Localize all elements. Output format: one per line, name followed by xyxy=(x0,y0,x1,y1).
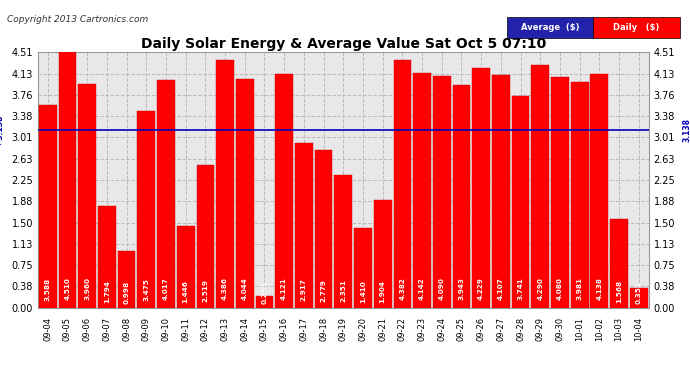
Bar xyxy=(610,219,628,308)
Text: 4.229: 4.229 xyxy=(478,277,484,300)
Bar xyxy=(295,142,313,308)
Text: ←3.138: ←3.138 xyxy=(0,115,4,145)
Bar xyxy=(413,73,431,308)
Text: 4.017: 4.017 xyxy=(163,278,169,300)
Text: 3.741: 3.741 xyxy=(518,278,524,300)
Text: 1.410: 1.410 xyxy=(360,280,366,303)
Bar xyxy=(137,111,155,308)
Bar xyxy=(39,105,57,308)
Text: Average  ($): Average ($) xyxy=(521,22,580,32)
Bar xyxy=(197,165,215,308)
Bar xyxy=(255,296,273,307)
Text: 2.519: 2.519 xyxy=(202,279,208,302)
Text: 1.794: 1.794 xyxy=(104,280,110,303)
Bar xyxy=(157,80,175,308)
Bar xyxy=(354,228,372,308)
Text: 4.290: 4.290 xyxy=(538,277,543,300)
Text: 1.446: 1.446 xyxy=(183,280,188,303)
Bar xyxy=(79,84,96,308)
Bar xyxy=(275,75,293,308)
Text: 3.588: 3.588 xyxy=(45,278,51,301)
Bar xyxy=(118,251,135,308)
Text: 4.080: 4.080 xyxy=(557,277,563,300)
Text: 4.386: 4.386 xyxy=(222,277,228,300)
Text: Copyright 2013 Cartronics.com: Copyright 2013 Cartronics.com xyxy=(7,15,148,24)
Text: 2.917: 2.917 xyxy=(301,279,307,302)
Title: Daily Solar Energy & Average Value Sat Oct 5 07:10: Daily Solar Energy & Average Value Sat O… xyxy=(141,38,546,51)
Text: 3.943: 3.943 xyxy=(458,278,464,300)
Bar xyxy=(59,53,77,308)
Bar xyxy=(374,200,391,308)
Bar xyxy=(512,96,529,308)
Bar xyxy=(591,74,608,308)
Text: 4.107: 4.107 xyxy=(498,277,504,300)
Text: 4.142: 4.142 xyxy=(419,277,425,300)
Bar xyxy=(177,226,195,308)
Bar xyxy=(531,65,549,308)
Text: 1.904: 1.904 xyxy=(380,280,386,303)
Bar xyxy=(393,60,411,308)
Bar xyxy=(98,206,116,308)
Text: 2.351: 2.351 xyxy=(340,279,346,302)
Text: 0.351: 0.351 xyxy=(635,281,642,304)
Bar xyxy=(335,175,352,308)
Text: 3.475: 3.475 xyxy=(144,278,149,301)
Text: 0.998: 0.998 xyxy=(124,280,130,303)
Text: Daily   ($): Daily ($) xyxy=(613,22,660,32)
Bar xyxy=(551,77,569,308)
Text: 4.138: 4.138 xyxy=(596,277,602,300)
Text: 3.960: 3.960 xyxy=(84,277,90,300)
Bar xyxy=(571,82,589,308)
Text: 3.138: 3.138 xyxy=(682,118,690,142)
Bar xyxy=(453,84,471,308)
Bar xyxy=(216,60,234,308)
Text: 4.382: 4.382 xyxy=(400,277,405,300)
Bar xyxy=(630,288,648,308)
Text: 2.779: 2.779 xyxy=(321,279,326,302)
Text: 4.044: 4.044 xyxy=(241,278,248,300)
Bar xyxy=(492,75,510,308)
Bar xyxy=(433,76,451,308)
Text: 0.203: 0.203 xyxy=(262,282,268,304)
Bar xyxy=(236,79,254,308)
Text: 1.568: 1.568 xyxy=(616,280,622,303)
Bar xyxy=(472,68,490,308)
Text: 4.090: 4.090 xyxy=(439,277,445,300)
Text: 3.981: 3.981 xyxy=(577,277,582,300)
Text: 4.510: 4.510 xyxy=(64,277,70,300)
Text: 4.121: 4.121 xyxy=(282,277,287,300)
Bar xyxy=(315,150,333,308)
